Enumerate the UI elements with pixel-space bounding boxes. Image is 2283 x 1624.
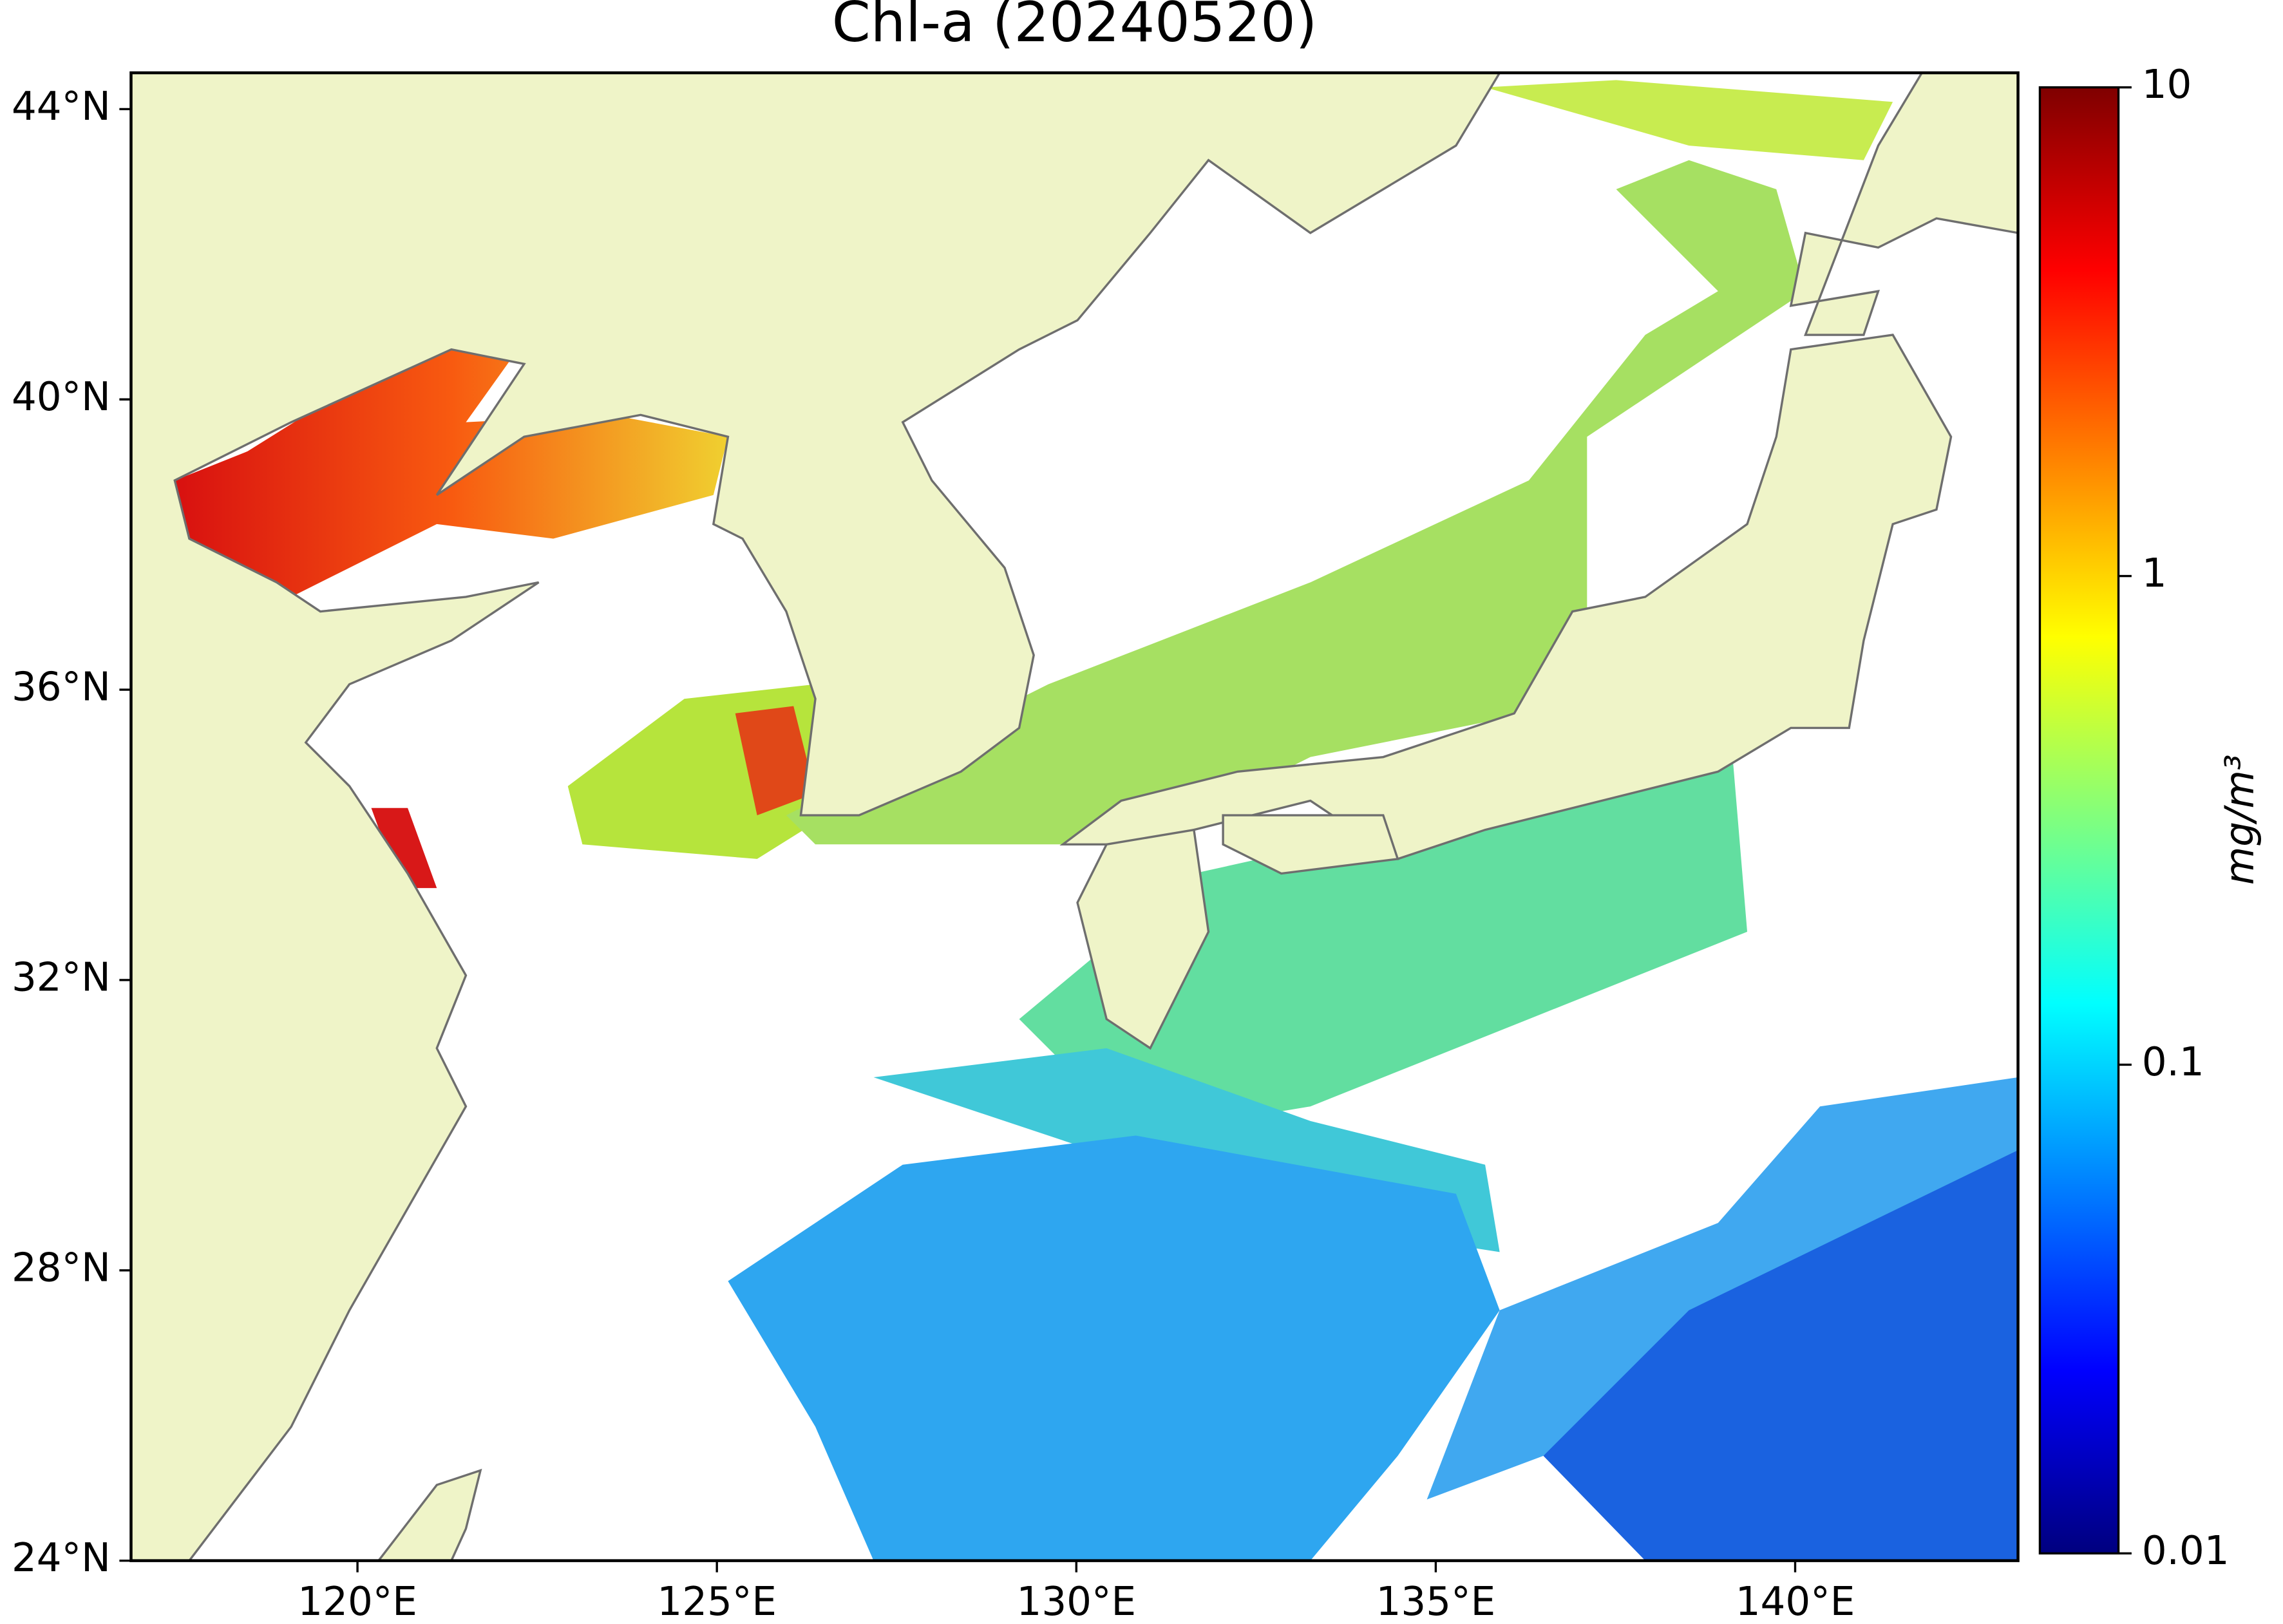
y-tick-label: 24°N [12, 1535, 111, 1581]
colorbar-tick-label: 10 [2142, 62, 2192, 108]
colorbar [2038, 86, 2120, 1555]
colorbar-label: mg/m³ [2217, 755, 2262, 885]
map [131, 73, 2018, 1561]
land [1076, 828, 1210, 1050]
x-tick-label: 135°E [1376, 1579, 1496, 1624]
chl-patch [1485, 80, 1893, 160]
chl-patch [1426, 1077, 2018, 1500]
land [377, 1468, 482, 1561]
chl-patch [175, 342, 728, 597]
land [1222, 814, 1399, 875]
colorbar-tick-label: 1 [2142, 551, 2167, 596]
y-tick-label: 36°N [12, 665, 111, 710]
y-tick-label: 40°N [12, 374, 111, 420]
chl-patch [728, 1135, 1500, 1561]
y-tick-label: 32°N [12, 955, 111, 1001]
x-tick-label: 125°E [657, 1579, 777, 1624]
y-tick-label: 44°N [12, 84, 111, 129]
land [131, 73, 1501, 1561]
x-tick-label: 130°E [1017, 1579, 1137, 1624]
land [1789, 73, 2018, 336]
y-tick-label: 28°N [12, 1245, 111, 1290]
chl-patch [735, 706, 816, 816]
colorbar-tick-label: 0.01 [2142, 1528, 2230, 1574]
x-tick-label: 120°E [298, 1579, 417, 1624]
chl-patch [1543, 1135, 2018, 1561]
chl-patch [371, 807, 437, 889]
colorbar-tick-label: 0.1 [2142, 1039, 2204, 1085]
map-frame [129, 71, 2020, 1562]
chl-patch [1019, 757, 1748, 1136]
chart-title: Chl-a (20240520) [832, 0, 1318, 55]
x-tick-label: 140°E [1736, 1579, 1855, 1624]
